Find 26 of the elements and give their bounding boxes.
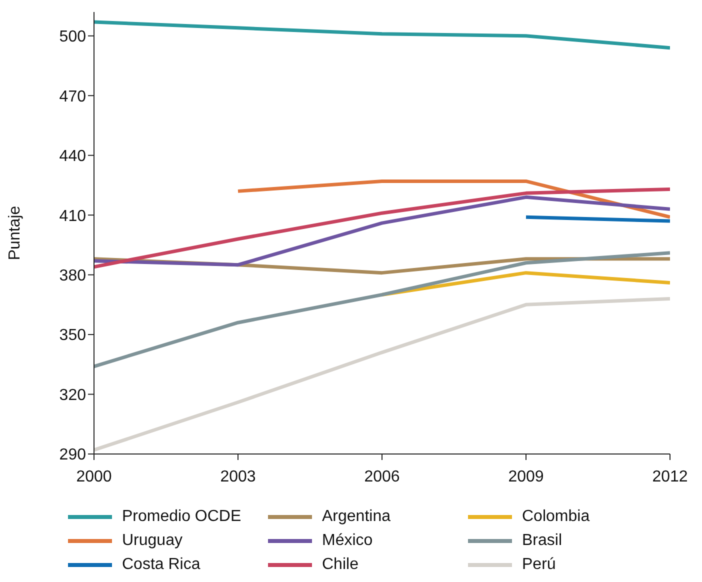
x-tick-label: 2006 (364, 468, 400, 486)
y-tick-label: 350 (59, 327, 86, 344)
legend-label: Uruguay (122, 532, 182, 550)
legend-label: Argentina (322, 508, 390, 526)
legend-label: Chile (322, 556, 358, 574)
y-tick-label: 290 (59, 446, 86, 464)
y-axis-title: Puntaje (6, 206, 24, 260)
line-series (94, 20, 670, 50)
y-tick-label: 380 (59, 267, 86, 284)
legend-label: Colombia (522, 508, 590, 526)
legend-label: México (322, 532, 373, 550)
y-tick-label: 500 (59, 28, 86, 46)
y-tick-label: 470 (59, 88, 86, 106)
legend-label: Brasil (522, 532, 562, 550)
legend-label: Promedio OCDE (122, 508, 242, 526)
line-series (94, 296, 670, 452)
x-tick-label: 2009 (508, 468, 544, 486)
x-tick-label: 2003 (220, 468, 256, 486)
legend-label: Perú (522, 556, 556, 574)
x-tick-label: 2000 (76, 468, 112, 486)
y-tick-label: 410 (59, 208, 86, 225)
line-series (94, 251, 670, 368)
y-tick-label: 320 (59, 386, 86, 404)
y-tick-label: 440 (59, 148, 86, 166)
legend-label: Costa Rica (122, 556, 200, 574)
x-tick-label: 2012 (652, 468, 688, 486)
